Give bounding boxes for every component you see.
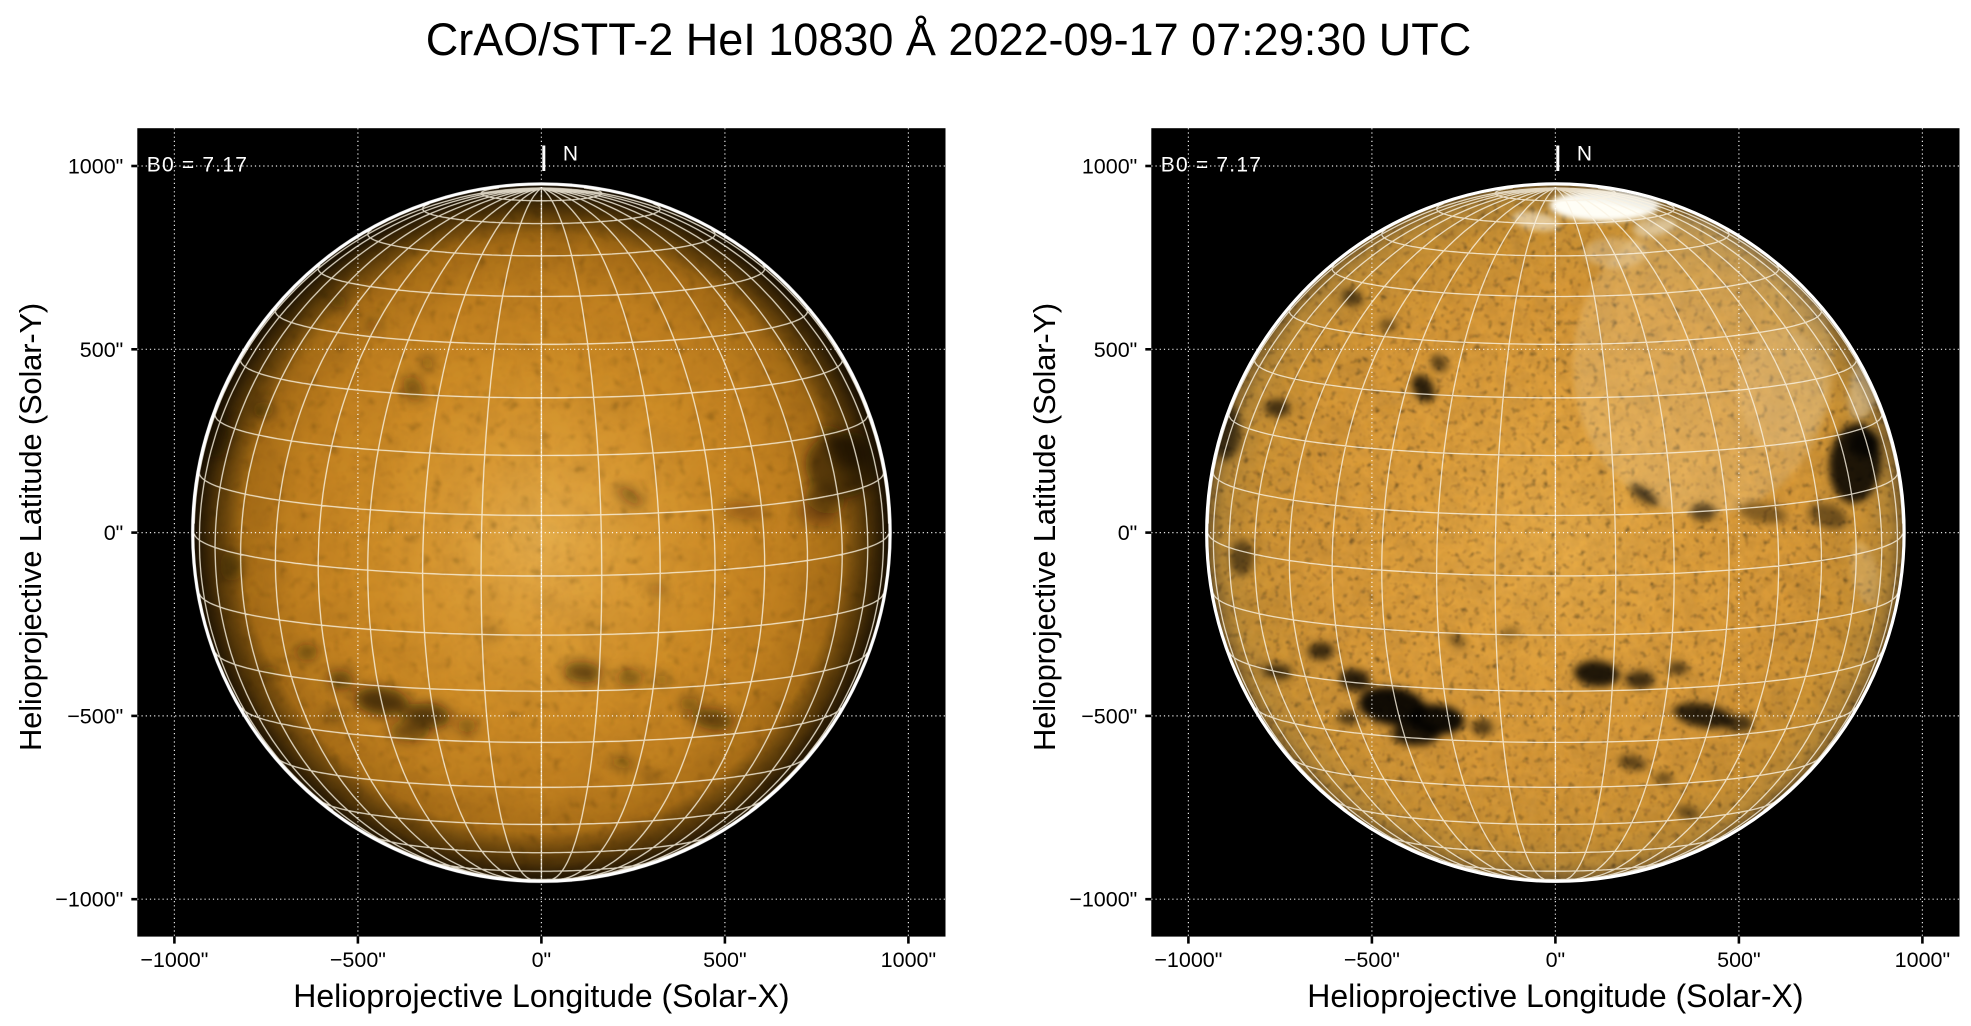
svg-text:−500": −500" <box>67 704 123 728</box>
svg-text:−500": −500" <box>1344 948 1400 972</box>
svg-text:CrAO/STT-2 HeI 10830 Å 2022-09: CrAO/STT-2 HeI 10830 Å 2022-09-17 07:29:… <box>426 14 1472 65</box>
svg-text:500": 500" <box>1094 338 1138 362</box>
svg-text:1000": 1000" <box>1895 948 1950 972</box>
svg-text:−1000": −1000" <box>140 948 208 972</box>
svg-text:−1000": −1000" <box>1069 888 1137 912</box>
svg-text:−1000": −1000" <box>55 888 123 912</box>
svg-text:−500": −500" <box>1081 704 1137 728</box>
svg-text:500": 500" <box>80 338 124 362</box>
svg-text:Helioprojective Longitude (Sol: Helioprojective Longitude (Solar-X) <box>293 978 789 1014</box>
svg-text:0": 0" <box>1118 521 1138 545</box>
svg-text:B0 = 7.17: B0 = 7.17 <box>1161 154 1262 177</box>
svg-text:−500": −500" <box>330 948 386 972</box>
svg-text:1000": 1000" <box>1082 155 1137 179</box>
svg-text:Helioprojective Longitude (Sol: Helioprojective Longitude (Solar-X) <box>1307 978 1803 1014</box>
svg-text:N: N <box>563 143 578 166</box>
svg-text:−1000": −1000" <box>1154 948 1222 972</box>
svg-text:Helioprojective Latitude (Sola: Helioprojective Latitude (Solar-Y) <box>1027 303 1062 751</box>
svg-text:0": 0" <box>532 948 552 972</box>
svg-text:B0 = 7.17: B0 = 7.17 <box>147 154 248 177</box>
svg-text:0": 0" <box>1546 948 1566 972</box>
svg-text:Helioprojective Latitude (Sola: Helioprojective Latitude (Solar-Y) <box>13 303 48 751</box>
svg-text:500": 500" <box>703 948 747 972</box>
svg-text:1000": 1000" <box>68 155 123 179</box>
svg-text:N: N <box>1577 143 1592 166</box>
svg-text:1000": 1000" <box>881 948 936 972</box>
svg-text:0": 0" <box>104 521 124 545</box>
svg-text:500": 500" <box>1717 948 1761 972</box>
